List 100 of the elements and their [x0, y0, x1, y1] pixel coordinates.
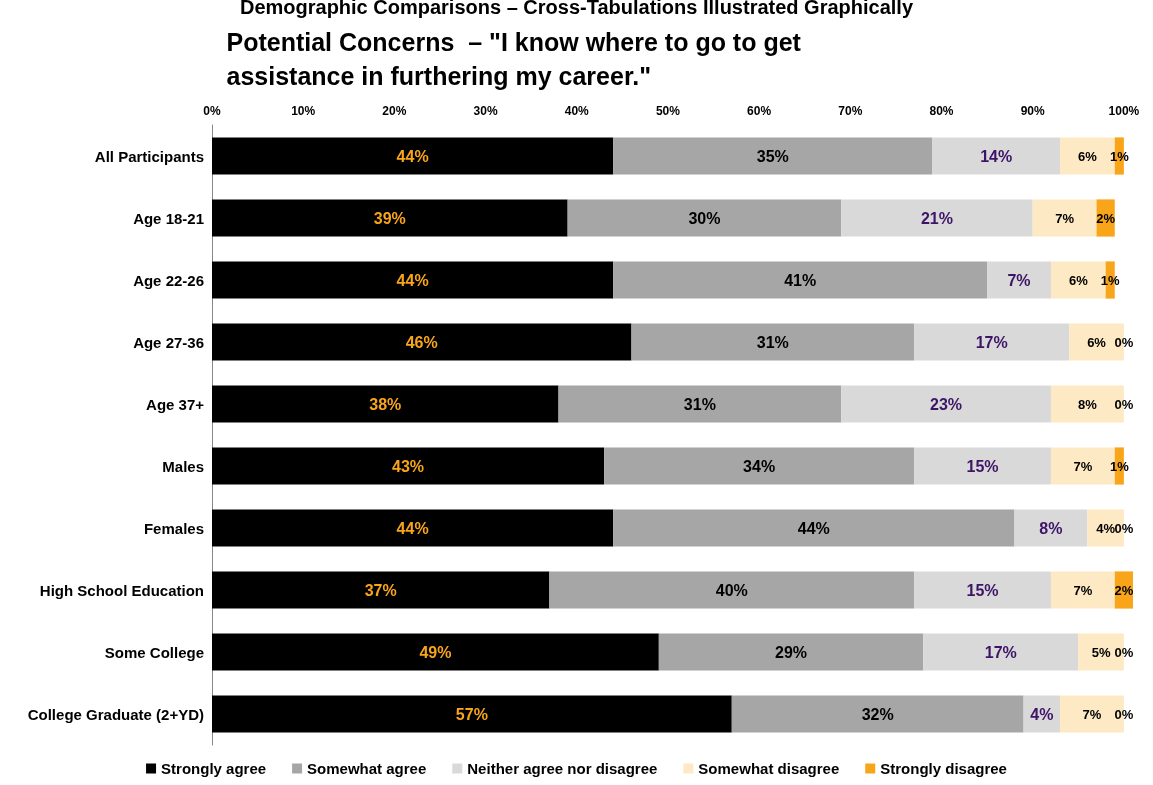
- data-label: 4%: [1096, 520, 1116, 536]
- x-tick-label: 30%: [473, 104, 498, 118]
- bar: [841, 385, 1051, 423]
- data-label: 6%: [1087, 334, 1107, 350]
- data-label: 1%: [1100, 272, 1121, 288]
- data-label: 14%: [980, 147, 1013, 165]
- data-label: 5%: [1091, 644, 1111, 660]
- data-label: 8%: [1039, 519, 1063, 537]
- data-label: 4%: [1030, 705, 1054, 723]
- bar: [212, 261, 614, 299]
- bar: [658, 633, 924, 671]
- data-label: 44%: [396, 519, 429, 537]
- bar: [1014, 509, 1088, 547]
- data-label: 31%: [683, 395, 716, 413]
- x-tick-label: 50%: [655, 104, 681, 118]
- data-label: 0%: [1114, 644, 1134, 660]
- data-label: 15%: [966, 581, 999, 599]
- data-label: 44%: [797, 519, 830, 537]
- bar: [914, 447, 1051, 485]
- data-label: 35%: [756, 147, 789, 165]
- data-label: 6%: [1078, 148, 1098, 164]
- data-label: 7%: [1073, 458, 1093, 474]
- data-label: 17%: [975, 333, 1008, 351]
- data-label: 0%: [1114, 520, 1134, 536]
- data-label: 30%: [688, 209, 721, 227]
- bar: [841, 199, 1033, 237]
- bar: [558, 385, 842, 423]
- y-tick-label: Females: [143, 519, 204, 537]
- y-tick-label: Some College: [104, 643, 204, 661]
- y-tick-label: Males: [162, 457, 204, 475]
- y-tick-label: Age 22-26: [133, 271, 204, 289]
- text: Demographic Comparisons – Cross-Tabulations Illustrated Graphically: [239, 0, 914, 18]
- data-label: 40%: [715, 581, 748, 599]
- data-label: 34%: [743, 457, 776, 475]
- x-tick-label: 60%: [747, 104, 772, 118]
- x-tick-label: 20%: [382, 104, 407, 118]
- x-tick-label: 40%: [564, 104, 590, 118]
- data-label: 8%: [1078, 396, 1098, 412]
- bar: [932, 137, 1061, 175]
- bar: [212, 571, 550, 609]
- data-label: 43%: [392, 457, 425, 475]
- data-label: 38%: [369, 395, 402, 413]
- x-tick-label: 100%: [1108, 104, 1140, 118]
- bar: [212, 447, 605, 485]
- bar: [923, 633, 1079, 671]
- bar: [212, 509, 614, 547]
- bar: [212, 137, 614, 175]
- bar: [212, 633, 659, 671]
- data-label: 44%: [396, 271, 429, 289]
- data-label: 17%: [984, 643, 1017, 661]
- data-label: 0%: [1114, 706, 1134, 722]
- data-label: 32%: [861, 705, 894, 723]
- data-label: 7%: [1007, 271, 1031, 289]
- data-label: 0%: [1114, 334, 1134, 350]
- bar: [604, 447, 915, 485]
- legend-label: Strongly disagree: [880, 760, 1007, 777]
- data-label: 7%: [1055, 210, 1075, 226]
- bar: [631, 323, 915, 361]
- bar: [212, 199, 568, 237]
- bar: [1050, 571, 1115, 609]
- bar: [549, 571, 915, 609]
- data-label: 44%: [396, 147, 429, 165]
- x-tick-label: 10%: [291, 104, 316, 118]
- data-label: 37%: [364, 581, 397, 599]
- y-tick-label: High School Education: [39, 581, 204, 599]
- data-label: 0%: [1114, 396, 1134, 412]
- data-label: 2%: [1096, 210, 1116, 226]
- legend-label: Strongly agree: [161, 760, 267, 777]
- bar: [731, 695, 1024, 733]
- data-label: 15%: [966, 457, 999, 475]
- x-tick-label: 0%: [203, 104, 221, 118]
- bar: [212, 323, 632, 361]
- bar: [567, 199, 842, 237]
- bar: [987, 261, 1051, 299]
- data-label: 23%: [930, 395, 963, 413]
- data-label: 2%: [1114, 582, 1134, 598]
- legend-label: Somewhat disagree: [698, 760, 840, 777]
- bar: [212, 695, 732, 733]
- y-tick-label: College Graduate (2+YD): [27, 705, 204, 723]
- legend-label: Neither agree nor disagree: [467, 760, 658, 777]
- x-tick-label: 70%: [838, 104, 863, 118]
- legend-label: Somewhat agree: [307, 760, 427, 777]
- y-tick-label: All Participants: [94, 147, 204, 165]
- bar: [914, 323, 1070, 361]
- bar: [613, 261, 988, 299]
- y-tick-label: Age 27-36: [133, 333, 204, 351]
- data-label: 21%: [920, 209, 953, 227]
- chart-title: Potential Concerns – "I know where to go to get assistance in furthering my career.": [226, 28, 808, 90]
- x-tick-label: 90%: [1020, 104, 1046, 118]
- bar: [613, 509, 1015, 547]
- data-label: 57%: [455, 705, 488, 723]
- bar: [914, 571, 1051, 609]
- data-label: 39%: [373, 209, 406, 227]
- data-label: 29%: [775, 643, 808, 661]
- data-label: 6%: [1068, 272, 1089, 288]
- data-label: 49%: [419, 643, 452, 661]
- data-label: 41%: [784, 271, 817, 289]
- bar: [212, 385, 559, 423]
- x-tick-label: 80%: [929, 104, 954, 118]
- data-label: 46%: [405, 333, 438, 351]
